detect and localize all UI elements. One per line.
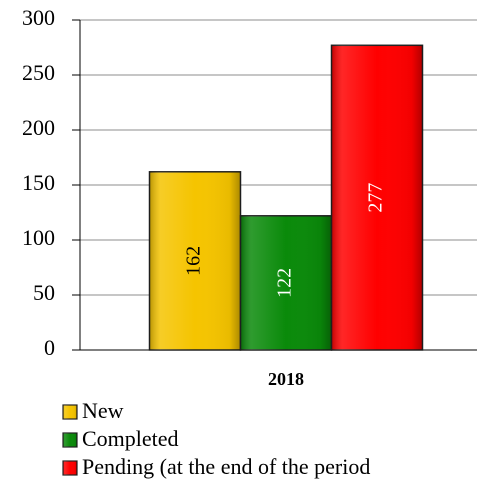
data-label: 162 <box>183 246 205 276</box>
y-tick-label: 50 <box>33 280 55 305</box>
legend-swatch-shade <box>63 405 77 419</box>
data-label: 277 <box>365 183 387 213</box>
bar-shade <box>149 171 241 350</box>
bar-shade <box>331 45 423 351</box>
legend-label: Pending (at the end of the period <box>82 454 370 479</box>
bar-shade <box>240 215 332 350</box>
legend-swatch-shade <box>63 433 77 447</box>
data-label: 122 <box>274 268 296 298</box>
y-tick-label: 150 <box>22 170 55 195</box>
legend-label: Completed <box>82 426 179 451</box>
y-tick-label: 100 <box>22 225 55 250</box>
y-tick-label: 200 <box>22 115 55 140</box>
legend-swatch-shade <box>63 461 77 475</box>
y-tick-label: 0 <box>44 335 55 360</box>
legend-label: New <box>82 398 124 423</box>
y-tick-label: 300 <box>22 5 55 30</box>
x-tick-label: 2018 <box>268 369 304 389</box>
y-tick-label: 250 <box>22 60 55 85</box>
